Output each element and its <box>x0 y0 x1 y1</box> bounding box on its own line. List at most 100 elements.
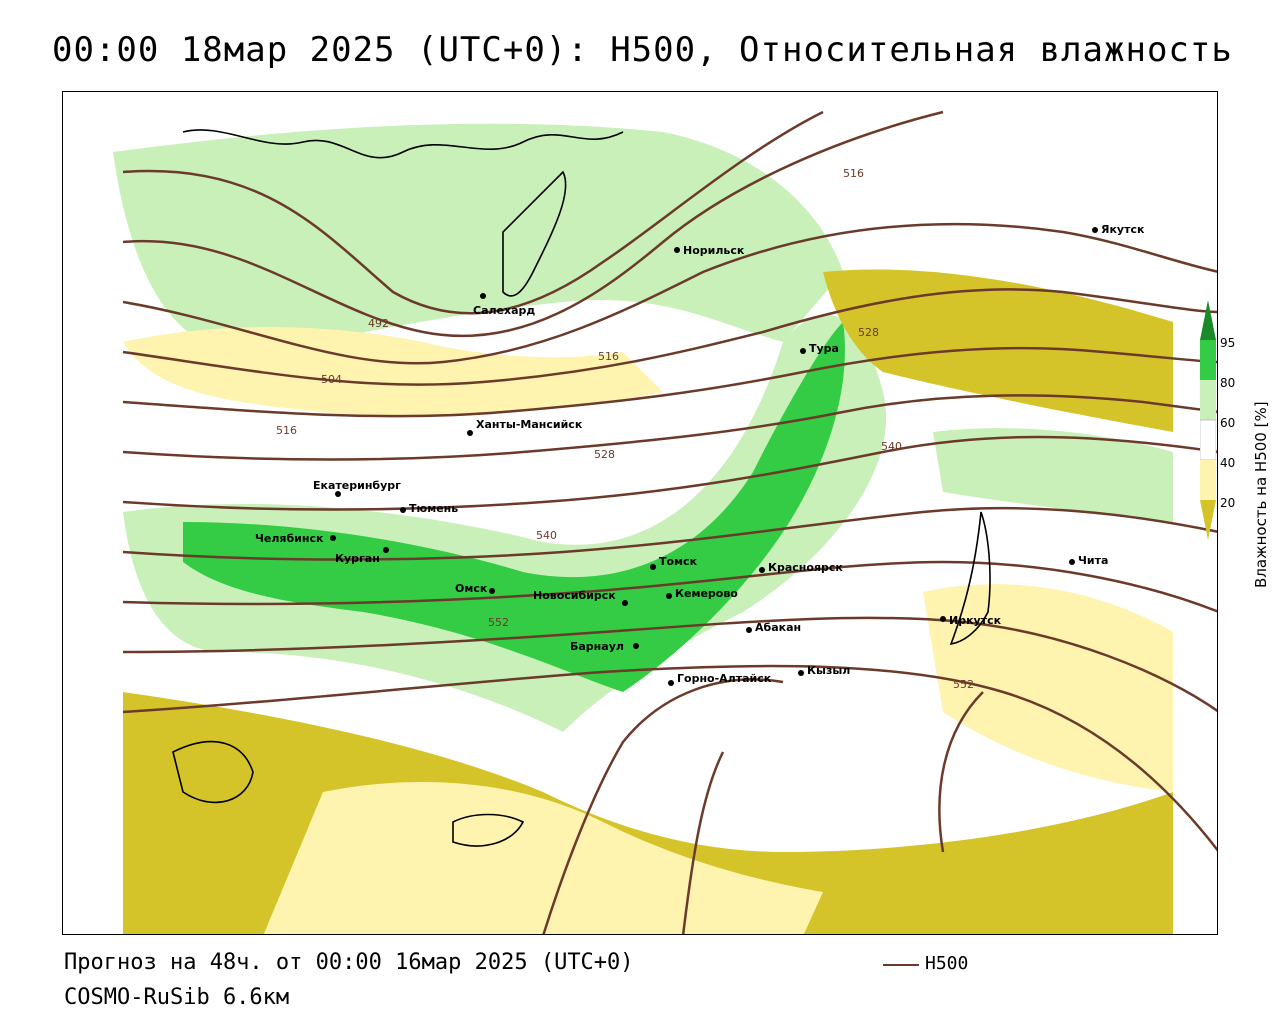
colorbar <box>1199 300 1217 540</box>
svg-text:Тура: Тура <box>809 342 839 355</box>
city-marker: Абакан <box>746 621 801 634</box>
svg-text:Ханты-Мансийск: Ханты-Мансийск <box>476 418 583 431</box>
svg-text:Томск: Томск <box>659 555 698 568</box>
city-marker: Красноярск <box>759 561 843 574</box>
contour-line <box>122 664 1217 852</box>
colorbar-swatch-60-80 <box>1200 380 1216 420</box>
svg-text:Красноярск: Красноярск <box>768 561 843 574</box>
contour-label: 552 <box>953 678 974 691</box>
colorbar-swatch-80-95 <box>1200 340 1216 380</box>
svg-text:Барнаул: Барнаул <box>570 640 624 653</box>
humidity-area-green-north <box>113 123 843 353</box>
contour-label: 528 <box>594 448 615 461</box>
city-marker: Ханты-Мансийск <box>467 418 583 436</box>
weather-map: 492 504 516 516 516 528 528 540 540 552 … <box>62 91 1218 935</box>
contour-line <box>122 288 1217 386</box>
lake-balkhash <box>452 813 525 847</box>
h500-contours <box>122 110 1217 934</box>
contour-label: 516 <box>598 350 619 363</box>
contour-label: 492 <box>368 317 389 330</box>
svg-text:Горно-Алтайск: Горно-Алтайск <box>677 672 772 685</box>
city-marker: Тура <box>800 342 839 355</box>
humidity-area-bright-green <box>183 322 845 692</box>
svg-text:Норильск: Норильск <box>683 244 745 257</box>
colorbar-tick: 60 <box>1220 416 1236 430</box>
contour-labels: 492 504 516 516 516 528 528 540 540 552 … <box>276 167 974 691</box>
contour-line <box>122 435 1217 511</box>
city-marker: Екатеринбург <box>313 479 401 497</box>
colorbar-swatch-above-95 <box>1200 300 1216 340</box>
contour-line <box>122 394 1217 461</box>
city-marker: Чита <box>1069 554 1108 567</box>
contour-label: 540 <box>536 529 557 542</box>
city-marker: Кемерово <box>666 587 738 600</box>
colorbar-tick: 40 <box>1220 456 1236 470</box>
svg-text:Салехард: Салехард <box>473 304 535 317</box>
svg-text:Тюмень: Тюмень <box>409 502 458 515</box>
contour-label: 516 <box>276 424 297 437</box>
forecast-info: Прогноз на 48ч. от 00:00 16мар 2025 (UTC… <box>64 950 634 975</box>
svg-text:Челябинск: Челябинск <box>255 532 324 545</box>
contour-label: 552 <box>488 616 509 629</box>
humidity-area-yellow-north <box>123 327 663 416</box>
svg-text:Кемерово: Кемерово <box>675 587 738 600</box>
city-marker: Челябинск <box>255 532 336 545</box>
contour-line <box>542 678 784 934</box>
svg-text:Якутск: Якутск <box>1101 223 1145 236</box>
city-marker: Курган <box>335 547 389 565</box>
contour-line <box>122 560 1217 613</box>
contour-line <box>938 691 984 853</box>
coastline-yamal <box>502 170 567 297</box>
svg-text:Курган: Курган <box>335 552 380 565</box>
city-marker: Томск <box>650 555 698 570</box>
city-marker: Норильск <box>674 244 745 257</box>
humidity-area-light-yellow-south <box>263 782 823 934</box>
contour-label: 540 <box>881 440 902 453</box>
svg-text:Иркутск: Иркутск <box>949 614 1002 627</box>
h500-legend-line <box>883 964 919 966</box>
caspian-outline <box>172 740 254 804</box>
contour-line <box>122 222 1217 365</box>
humidity-area-green-east <box>933 428 1173 522</box>
colorbar-title: Влажность на H500 [%] <box>1252 401 1270 588</box>
contour-line <box>122 616 1217 713</box>
city-marker: Салехард <box>473 293 535 317</box>
colorbar-swatch-40-60 <box>1199 419 1217 461</box>
contour-label: 528 <box>858 326 879 339</box>
humidity-area-yellow-east <box>823 269 1173 432</box>
city-marker: Омск <box>455 582 495 595</box>
colorbar-swatches <box>1199 300 1217 540</box>
city-marker: Кызыл <box>798 664 850 677</box>
map-canvas: 492 504 516 516 516 528 528 540 540 552 … <box>113 110 1217 934</box>
humidity-area-yellow-southeast <box>923 584 1173 792</box>
contour-line <box>122 110 944 338</box>
colorbar-tick: 80 <box>1220 376 1236 390</box>
city-marker: Барнаул <box>570 640 639 653</box>
svg-text:Новосибирск: Новосибирск <box>533 589 616 602</box>
svg-text:Абакан: Абакан <box>755 621 801 634</box>
city-marker: Иркутск <box>940 614 1002 627</box>
colorbar-tick: 95 <box>1220 336 1236 350</box>
cities: Салехард Норильск Якутск Тура Ханты-Манс… <box>255 223 1145 686</box>
lake-baikal <box>949 511 991 646</box>
city-marker: Тюмень <box>400 502 458 515</box>
contour-label: 504 <box>321 373 342 386</box>
coastlines <box>172 129 991 847</box>
colorbar-swatch-20-40 <box>1200 460 1216 500</box>
humidity-fill <box>113 123 1173 934</box>
colorbar-tick: 20 <box>1220 496 1236 510</box>
svg-text:Чита: Чита <box>1078 554 1108 567</box>
contour-label: 516 <box>843 167 864 180</box>
svg-text:Екатеринбург: Екатеринбург <box>313 479 401 492</box>
chart-title: 00:00 18мар 2025 (UTC+0): H500, Относите… <box>52 30 1233 70</box>
city-marker: Горно-Алтайск <box>668 672 772 686</box>
city-marker: Новосибирск <box>533 589 628 606</box>
contour-line <box>122 346 1217 418</box>
svg-text:Кызыл: Кызыл <box>807 664 850 677</box>
coastline-north <box>182 129 624 159</box>
contour-line <box>681 751 725 934</box>
h500-legend-label: H500 <box>925 953 969 974</box>
contour-line <box>122 506 1217 561</box>
city-marker: Якутск <box>1092 223 1145 236</box>
svg-text:Омск: Омск <box>455 582 488 595</box>
